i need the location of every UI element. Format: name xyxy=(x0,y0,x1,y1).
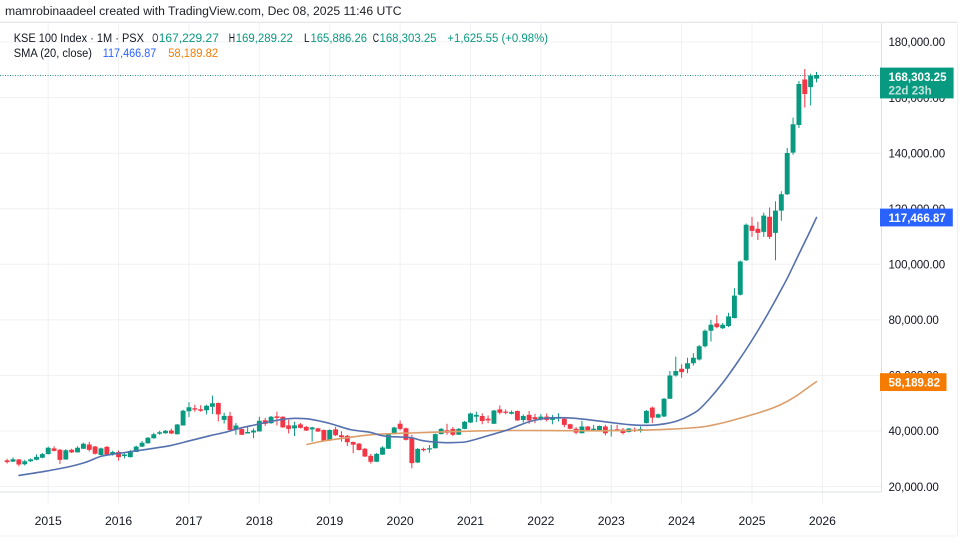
svg-text:2016: 2016 xyxy=(105,514,132,528)
svg-text:2025: 2025 xyxy=(738,514,765,528)
svg-text:167,229.27: 167,229.27 xyxy=(159,31,219,45)
svg-text:2018: 2018 xyxy=(246,514,273,528)
svg-text:C: C xyxy=(373,31,379,45)
svg-text:22d 23h: 22d 23h xyxy=(889,85,932,98)
svg-text:2021: 2021 xyxy=(457,514,484,528)
svg-text:80,000.00: 80,000.00 xyxy=(889,314,939,327)
svg-text:169,289.22: 169,289.22 xyxy=(236,31,293,45)
svg-text:40,000.00: 40,000.00 xyxy=(889,425,939,438)
svg-text:140,000.00: 140,000.00 xyxy=(889,147,946,160)
svg-text:58,189.82: 58,189.82 xyxy=(889,377,941,390)
svg-text:58,189.82: 58,189.82 xyxy=(168,46,218,60)
svg-text:2017: 2017 xyxy=(175,514,202,528)
svg-text:H: H xyxy=(229,31,235,45)
svg-text:117,466.87: 117,466.87 xyxy=(889,212,946,225)
svg-text:100,000.00: 100,000.00 xyxy=(889,259,946,272)
svg-text:+1,625.55 (+0.98%): +1,625.55 (+0.98%) xyxy=(447,31,548,45)
svg-text:20,000.00: 20,000.00 xyxy=(889,481,939,494)
svg-text:KSE 100 Index · 1M · PSX: KSE 100 Index · 1M · PSX xyxy=(14,31,144,45)
svg-text:O: O xyxy=(152,31,158,45)
svg-text:180,000.00: 180,000.00 xyxy=(889,36,946,49)
svg-text:2019: 2019 xyxy=(316,514,343,528)
svg-text:2024: 2024 xyxy=(668,514,695,528)
svg-text:168,303.25: 168,303.25 xyxy=(889,71,948,84)
svg-text:2023: 2023 xyxy=(598,514,625,528)
svg-text:165,886.26: 165,886.26 xyxy=(311,31,368,45)
svg-text:L: L xyxy=(304,31,310,45)
svg-text:2015: 2015 xyxy=(35,514,62,528)
svg-text:2020: 2020 xyxy=(387,514,414,528)
svg-text:168,303.25: 168,303.25 xyxy=(380,31,437,45)
svg-text:117,466.87: 117,466.87 xyxy=(103,46,157,60)
svg-text:2026: 2026 xyxy=(809,514,836,528)
svg-text:2022: 2022 xyxy=(527,514,554,528)
svg-text:mamrobinaadeel created with Tr: mamrobinaadeel created with TradingView.… xyxy=(5,4,402,18)
svg-text:SMA (20, close): SMA (20, close) xyxy=(14,46,92,60)
